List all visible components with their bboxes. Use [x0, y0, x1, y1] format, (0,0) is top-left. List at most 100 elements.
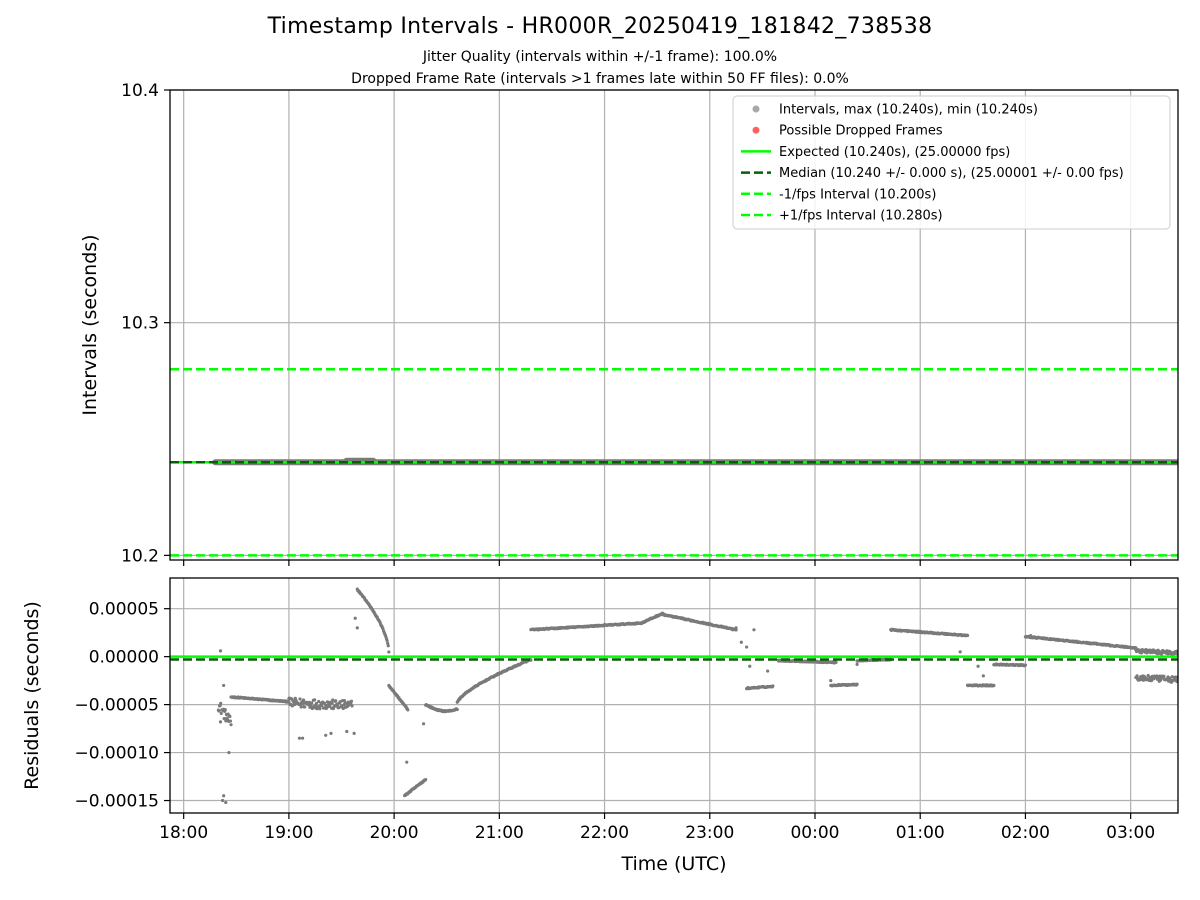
residual-outlier-point	[345, 729, 349, 734]
residual-point	[1135, 674, 1139, 678]
residual-point	[290, 704, 295, 708]
residual-point	[424, 777, 428, 782]
residual-outlier-point	[855, 662, 859, 666]
residuals-ytick-label: 0.00005	[89, 600, 159, 620]
residual-outlier-point	[421, 722, 426, 726]
residual-outlier-point	[981, 674, 985, 678]
residuals-xlabel: Time (UTC)	[620, 853, 726, 875]
residuals-ytick-label: −0.00005	[74, 696, 159, 716]
residual-point	[325, 700, 330, 704]
residual-point	[219, 701, 223, 705]
residual-outlier-point	[355, 626, 359, 630]
residual-point	[331, 698, 335, 702]
intervals-ytick-label: 10.4	[121, 81, 159, 101]
residual-point	[349, 699, 354, 703]
residual-outlier-point	[829, 679, 833, 683]
residual-point	[1023, 663, 1028, 667]
residual-point	[387, 650, 391, 654]
residual-outlier-point	[958, 650, 962, 654]
residual-outlier-point	[218, 649, 223, 653]
residual-point	[350, 704, 354, 708]
residual-point	[385, 639, 389, 643]
residual-point	[317, 699, 321, 704]
residuals-ytick-label: −0.00015	[74, 792, 159, 812]
residual-point	[298, 697, 302, 701]
residuals-xtick-label: 23:00	[685, 823, 734, 843]
legend-label: Expected (10.240s), (25.00000 fps)	[779, 145, 1010, 160]
residual-point	[529, 658, 533, 662]
residuals-ytick-label: −0.00010	[74, 744, 159, 764]
residuals-plot: 18:00 19:00 20:00 21:00 22:00 23:00 00:00 01:00…	[21, 577, 1179, 875]
residual-point	[229, 723, 233, 727]
residuals-xtick-label: 20:00	[370, 823, 419, 843]
residual-outlier-point	[222, 683, 226, 688]
residual-point	[771, 684, 775, 688]
residual-outlier-point	[405, 760, 409, 764]
residual-point	[301, 702, 305, 706]
residual-point	[310, 701, 314, 705]
legend-label: Intervals, max (10.240s), min (10.240s)	[779, 103, 1038, 118]
residuals-frame	[169, 577, 1179, 814]
residuals-xtick-label: 18:00	[159, 823, 208, 843]
residuals-data	[170, 587, 1178, 805]
residual-point	[299, 705, 303, 709]
legend-marker	[752, 126, 760, 134]
residuals-xtick-label: 21:00	[475, 823, 524, 843]
residual-outlier-point	[353, 616, 357, 620]
residual-outlier-point	[218, 720, 223, 724]
residual-outlier-point	[752, 628, 756, 632]
residual-outlier-point	[745, 645, 749, 649]
residual-point	[342, 698, 347, 703]
residual-point	[313, 698, 317, 702]
legend-label: -1/fps Interval (10.200s)	[779, 187, 936, 202]
residual-point	[228, 714, 232, 718]
legend-label: Median (10.240 +/- 0.000 s), (25.00001 +…	[779, 166, 1124, 181]
residual-outlier-point	[300, 736, 305, 740]
chart-subtitle-jitter: Jitter Quality (intervals within +/-1 fr…	[422, 49, 778, 65]
residual-outlier-point	[976, 664, 980, 668]
legend-box	[732, 95, 1171, 230]
residual-point	[834, 660, 838, 664]
intervals-ylabel: Intervals (seconds)	[79, 234, 101, 415]
residuals-xtick-label: 02:00	[1001, 823, 1050, 843]
residuals-ytick-label: 0.00000	[89, 648, 159, 668]
chart-subtitle-dropped: Dropped Frame Rate (intervals >1 frames …	[351, 71, 849, 87]
residuals-xtick-label: 19:00	[264, 823, 313, 843]
intervals-ytick-label: 10.2	[121, 546, 159, 566]
residuals-ylabel: Residuals (seconds)	[21, 601, 43, 790]
legend: Intervals, max (10.240s), min (10.240s) P…	[732, 95, 1171, 230]
intervals-ytick-label: 10.3	[121, 314, 159, 334]
residual-point	[386, 644, 390, 648]
residual-point	[301, 698, 306, 702]
residual-point	[855, 682, 859, 686]
residual-point	[318, 707, 322, 711]
residual-point	[217, 709, 221, 713]
residuals-xtick-label: 01:00	[896, 823, 945, 843]
residual-point	[1162, 674, 1166, 678]
residual-outlier-point	[766, 669, 770, 673]
residual-point	[222, 717, 226, 721]
residual-point	[992, 683, 996, 688]
residual-point	[303, 705, 307, 709]
residual-point	[406, 708, 410, 712]
legend-label: +1/fps Interval (10.280s)	[779, 209, 943, 224]
residual-point	[334, 699, 338, 703]
residual-outlier-point	[224, 800, 228, 805]
residual-outlier-point	[297, 736, 302, 740]
residual-outlier-point	[227, 750, 231, 755]
legend-label: Possible Dropped Frames	[779, 124, 943, 139]
residual-point	[320, 703, 324, 707]
residual-outlier-point	[222, 794, 226, 798]
legend-marker	[752, 105, 760, 113]
residual-outlier-point	[739, 640, 743, 644]
residual-point	[330, 701, 334, 705]
residual-point	[287, 700, 291, 704]
residual-outlier-point	[1029, 633, 1033, 638]
residuals-xtick-label: 00:00	[790, 823, 839, 843]
residuals-xtick-label: 03:00	[1106, 823, 1155, 843]
residual-outlier-point	[221, 798, 225, 803]
chart-title: Timestamp Intervals - HR000R_20250419_18…	[267, 14, 933, 39]
residual-point	[314, 701, 318, 706]
residual-outlier-point	[352, 731, 356, 735]
